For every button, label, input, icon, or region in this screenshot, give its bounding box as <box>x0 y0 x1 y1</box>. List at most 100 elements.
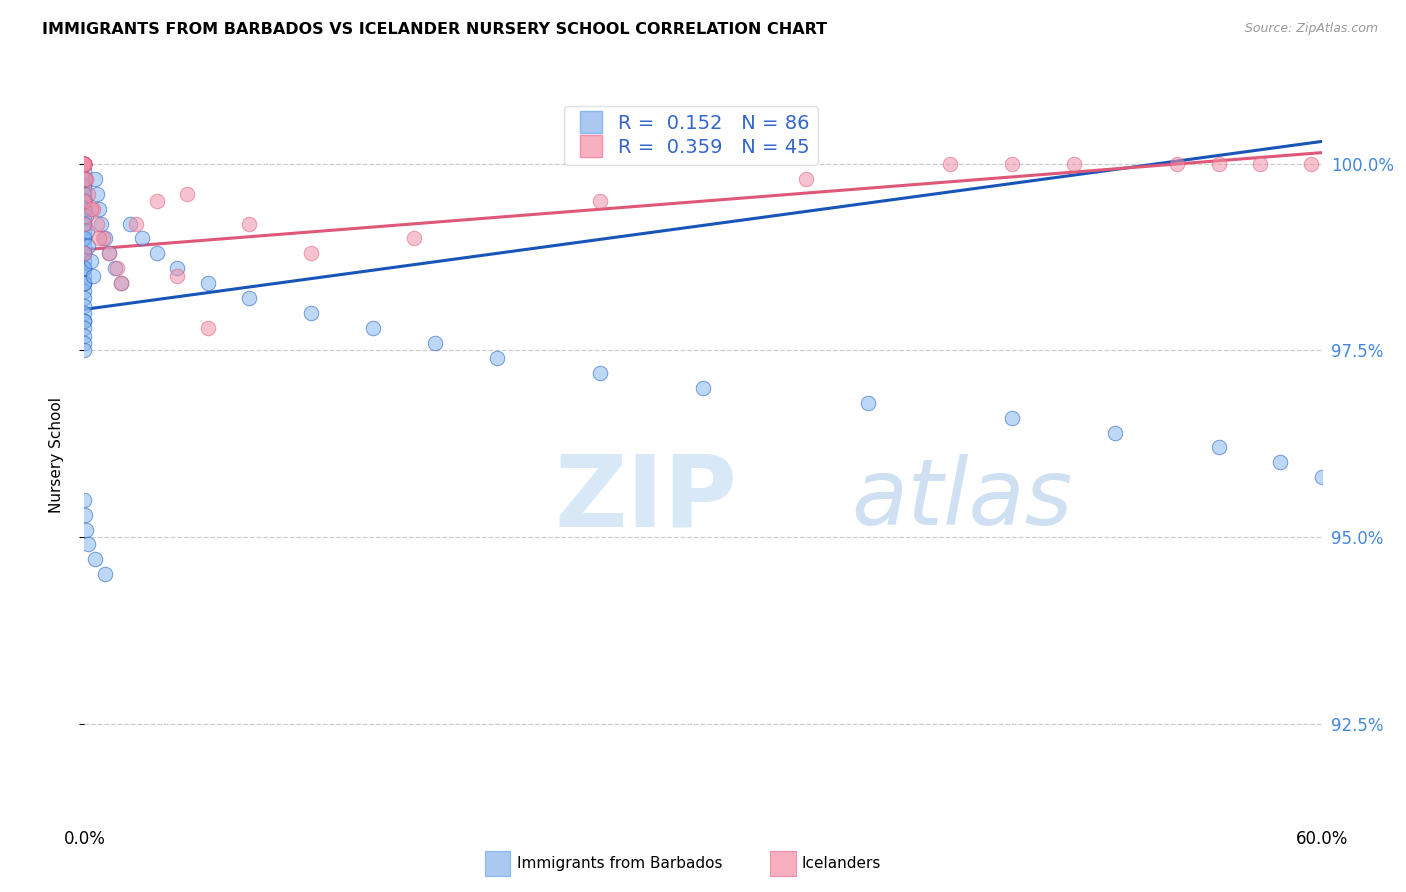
Point <box>73 313 96 327</box>
Point <box>73 157 96 171</box>
Point <box>76 224 98 238</box>
Point <box>73 157 96 171</box>
Point <box>794 171 817 186</box>
Point <box>73 202 96 216</box>
Point <box>238 291 260 305</box>
Point <box>86 217 108 231</box>
Point <box>73 157 96 171</box>
Point <box>73 157 96 171</box>
Point <box>73 157 96 171</box>
Point <box>73 179 96 194</box>
Text: Icelanders: Icelanders <box>801 856 880 871</box>
Point <box>73 291 96 305</box>
Point <box>73 217 96 231</box>
Point <box>73 231 96 245</box>
Point <box>73 157 96 171</box>
Point <box>1001 410 1024 425</box>
Point <box>73 194 96 209</box>
Point <box>166 261 188 276</box>
Point <box>145 246 167 260</box>
Point <box>238 217 260 231</box>
Point <box>125 217 148 231</box>
Point <box>485 351 508 365</box>
Point <box>73 179 96 194</box>
Point <box>118 217 141 231</box>
Point <box>75 209 97 223</box>
Point <box>73 224 96 238</box>
Point <box>73 231 96 245</box>
Point <box>361 321 384 335</box>
Point <box>73 299 96 313</box>
Point <box>589 194 612 209</box>
Point <box>73 209 96 223</box>
Point <box>197 321 219 335</box>
Point <box>1208 441 1230 455</box>
Point <box>82 268 104 283</box>
Point <box>73 253 96 268</box>
Point <box>197 277 219 291</box>
Point <box>73 231 96 245</box>
Point <box>73 157 96 171</box>
Point <box>939 157 962 171</box>
Point <box>73 246 96 260</box>
Point <box>145 194 167 209</box>
Point <box>77 239 100 253</box>
Point <box>86 186 108 201</box>
Point <box>73 321 96 335</box>
Point <box>73 268 96 283</box>
Point <box>73 194 96 209</box>
Point <box>82 202 104 216</box>
Point <box>73 492 96 507</box>
Point <box>1249 157 1271 171</box>
Point <box>589 366 612 380</box>
Point <box>73 328 96 343</box>
Point <box>73 186 96 201</box>
Point <box>73 157 96 171</box>
Point <box>75 508 97 522</box>
Point <box>73 277 96 291</box>
Y-axis label: Nursery School: Nursery School <box>49 397 63 513</box>
Point <box>1063 157 1085 171</box>
Text: atlas: atlas <box>852 454 1073 544</box>
Point <box>692 381 714 395</box>
Point <box>1208 157 1230 171</box>
Point <box>87 202 110 216</box>
Point <box>73 277 96 291</box>
Text: Immigrants from Barbados: Immigrants from Barbados <box>517 856 723 871</box>
Point <box>131 231 153 245</box>
Point <box>1301 157 1323 171</box>
Point <box>110 277 132 291</box>
Point <box>73 157 96 171</box>
Point <box>73 157 96 171</box>
Point <box>73 217 96 231</box>
Point <box>73 164 96 178</box>
Point <box>73 261 96 276</box>
Point <box>87 231 110 245</box>
Point <box>423 335 446 350</box>
Point <box>73 157 96 171</box>
Point <box>73 202 96 216</box>
Point <box>73 343 96 358</box>
Point <box>1001 157 1024 171</box>
Text: IMMIGRANTS FROM BARBADOS VS ICELANDER NURSERY SCHOOL CORRELATION CHART: IMMIGRANTS FROM BARBADOS VS ICELANDER NU… <box>42 22 827 37</box>
Point <box>73 194 96 209</box>
Point <box>73 157 96 171</box>
Point <box>98 246 121 260</box>
Point <box>73 157 96 171</box>
Point <box>73 157 96 171</box>
Point <box>73 157 96 171</box>
Point <box>98 246 121 260</box>
Point <box>75 171 97 186</box>
Point <box>77 186 100 201</box>
Point <box>73 171 96 186</box>
Point <box>73 261 96 276</box>
Point <box>73 209 96 223</box>
Point <box>94 567 117 582</box>
Point <box>73 277 96 291</box>
Point <box>73 217 96 231</box>
Text: ZIP: ZIP <box>554 450 737 548</box>
Point <box>73 261 96 276</box>
Point <box>75 171 97 186</box>
Legend: R =  0.152   N = 86, R =  0.359   N = 45: R = 0.152 N = 86, R = 0.359 N = 45 <box>564 106 817 165</box>
Text: Source: ZipAtlas.com: Source: ZipAtlas.com <box>1244 22 1378 36</box>
